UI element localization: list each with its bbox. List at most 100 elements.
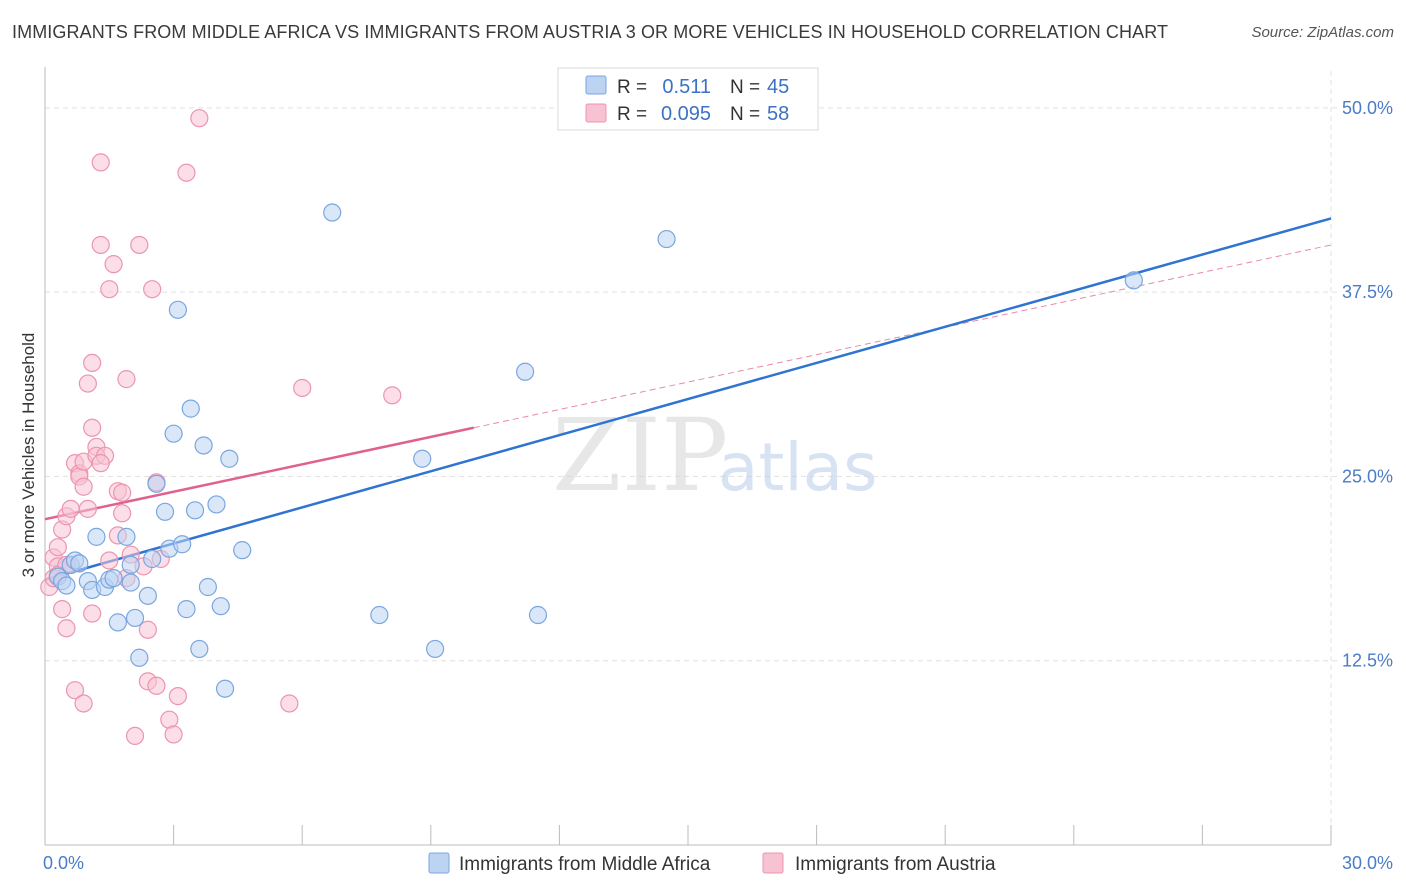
axes <box>44 67 1332 846</box>
data-point-middle-africa <box>190 639 209 659</box>
trend-lines <box>44 217 1332 581</box>
stats-swatch-blue <box>585 75 607 95</box>
data-point-austria <box>78 374 97 393</box>
data-point-austria <box>130 235 149 255</box>
data-point-middle-africa <box>215 679 235 698</box>
chart-title: IMMIGRANTS FROM MIDDLE AFRICA VS IMMIGRA… <box>12 22 1169 42</box>
data-point-austria <box>91 235 110 255</box>
data-point-middle-africa <box>168 300 187 319</box>
data-point-austria <box>143 280 162 299</box>
data-point-middle-africa <box>425 639 445 659</box>
trend-line-austria-extended <box>473 244 1332 429</box>
y-tick-label: 50.0% <box>1342 98 1393 118</box>
data-point-middle-africa <box>211 597 230 616</box>
tick-labels: 12.5% 25.0% 37.5% 50.0% 0.0% 30.0% <box>43 98 1393 873</box>
data-point-austria <box>91 454 110 473</box>
watermark-zip: ZIP <box>552 397 728 514</box>
x-tick-label: 0.0% <box>43 853 84 873</box>
data-point-middle-africa <box>233 541 252 560</box>
data-point-middle-africa <box>194 436 213 455</box>
data-point-austria <box>147 676 166 695</box>
data-point-middle-africa <box>155 502 175 521</box>
stats-n-value: 58 <box>767 103 789 125</box>
trend-line-middle-africa <box>44 217 1332 581</box>
data-point-austria <box>125 726 145 746</box>
data-point-austria <box>48 538 67 557</box>
data-point-austria <box>74 694 93 713</box>
data-point-middle-africa <box>121 573 140 592</box>
x-tick-label: 30.0% <box>1342 853 1393 873</box>
data-point-austria <box>177 163 196 182</box>
source-label: Source: ZipAtlas.com <box>1251 24 1394 41</box>
data-point-austria <box>190 109 209 128</box>
data-point-middle-africa <box>185 501 205 520</box>
y-axis-title: 3 or more Vehicles in Household <box>19 333 38 578</box>
data-point-middle-africa <box>57 576 76 595</box>
stats-box: R = 0.511 N = 45 R = 0.095 N = 58 <box>557 67 819 131</box>
data-point-austria <box>91 153 110 172</box>
data-point-austria <box>383 386 402 405</box>
stats-n-value: 45 <box>767 76 789 98</box>
stats-r-value: 0.511 <box>662 76 711 98</box>
data-point-austria <box>293 378 312 398</box>
data-point-middle-africa <box>121 555 140 574</box>
data-point-middle-africa <box>413 449 432 468</box>
trend-line-austria <box>44 426 474 521</box>
data-point-middle-africa <box>104 569 123 588</box>
watermark: ZIP atlas <box>552 397 878 514</box>
watermark-atlas: atlas <box>718 429 878 506</box>
data-point-austria <box>61 499 80 518</box>
y-tick-label: 12.5% <box>1342 651 1393 671</box>
data-point-middle-africa <box>147 474 166 493</box>
data-point-middle-africa <box>220 449 239 468</box>
legend-label-middle-africa: Immigrants from Middle Africa <box>459 854 711 875</box>
data-point-austria <box>74 477 93 496</box>
data-point-middle-africa <box>108 613 127 632</box>
data-point-middle-africa <box>370 605 389 625</box>
data-point-austria <box>138 620 157 639</box>
data-point-austria <box>113 483 132 502</box>
data-point-middle-africa <box>181 399 200 418</box>
data-point-middle-africa <box>528 605 548 625</box>
legend-swatch-pink <box>762 852 784 874</box>
data-point-austria <box>53 600 72 619</box>
data-point-middle-africa <box>125 608 145 628</box>
data-point-middle-africa <box>1124 271 1143 290</box>
data-point-middle-africa <box>173 535 192 554</box>
data-point-austria <box>280 694 299 713</box>
data-point-austria <box>100 551 119 570</box>
data-point-middle-africa <box>138 586 157 605</box>
stats-n-label: N = <box>730 77 760 98</box>
data-point-austria <box>100 280 119 299</box>
data-point-middle-africa <box>207 495 226 514</box>
data-point-austria <box>117 370 136 389</box>
stats-r-value: 0.095 <box>661 103 711 125</box>
stats-r-label: R = <box>617 104 647 125</box>
data-point-middle-africa <box>323 203 342 222</box>
stats-swatch-pink <box>585 103 607 123</box>
data-point-austria <box>168 686 187 706</box>
data-point-austria <box>83 353 102 373</box>
data-point-middle-africa <box>130 648 149 667</box>
legend-swatch-blue <box>428 852 450 874</box>
data-point-middle-africa <box>117 527 136 546</box>
data-point-middle-africa <box>164 424 183 443</box>
data-point-middle-africa <box>70 554 89 573</box>
data-point-middle-africa <box>177 600 196 619</box>
data-point-middle-africa <box>143 549 162 569</box>
data-point-austria <box>83 604 102 623</box>
data-point-middle-africa <box>87 527 106 546</box>
data-point-austria <box>164 725 183 744</box>
gridlines <box>45 71 1339 845</box>
stats-r-label: R = <box>617 77 647 98</box>
data-point-austria <box>57 619 76 638</box>
legend: Immigrants from Middle Africa Immigrants… <box>428 852 996 875</box>
stats-n-label: N = <box>730 104 760 125</box>
y-tick-label: 37.5% <box>1342 282 1393 302</box>
data-point-austria <box>78 499 97 518</box>
data-point-austria <box>113 504 132 523</box>
data-point-austria <box>83 418 102 437</box>
data-point-middle-africa <box>516 362 535 381</box>
data-point-middle-africa <box>198 577 217 597</box>
